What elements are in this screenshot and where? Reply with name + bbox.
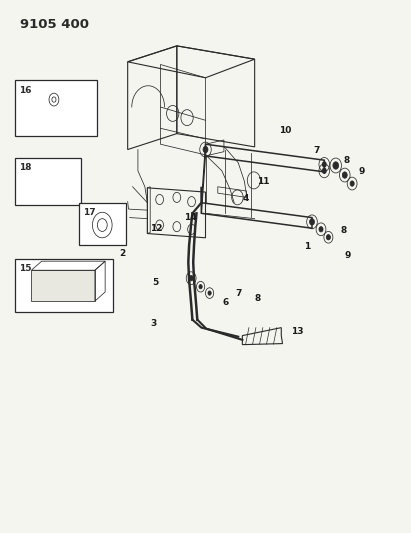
Circle shape: [309, 219, 314, 225]
Text: 6: 6: [222, 298, 228, 307]
Text: 8: 8: [344, 156, 350, 165]
Text: 5: 5: [152, 278, 159, 287]
Circle shape: [189, 276, 193, 281]
Circle shape: [208, 291, 211, 295]
Text: 1: 1: [304, 242, 310, 251]
Text: 9: 9: [359, 167, 365, 176]
Bar: [15, 80, 97, 136]
Bar: [79, 203, 126, 245]
Bar: [31, 270, 95, 301]
Text: 3: 3: [150, 319, 156, 328]
Text: 13: 13: [291, 327, 304, 336]
Bar: [15, 259, 113, 312]
Text: 11: 11: [256, 177, 269, 186]
Circle shape: [322, 167, 327, 174]
Text: 8: 8: [341, 226, 347, 235]
Text: 8: 8: [255, 294, 261, 303]
Circle shape: [333, 162, 339, 169]
Text: 9105 400: 9105 400: [21, 18, 89, 31]
Text: 4: 4: [242, 194, 249, 203]
Text: 10: 10: [279, 126, 291, 135]
Circle shape: [203, 147, 208, 153]
Text: 2: 2: [120, 249, 126, 258]
Bar: [15, 158, 81, 205]
Text: 12: 12: [150, 224, 163, 233]
Text: 14: 14: [184, 213, 196, 222]
Text: 15: 15: [19, 264, 32, 273]
Text: 18: 18: [19, 163, 32, 172]
Circle shape: [342, 172, 347, 178]
Circle shape: [322, 161, 327, 167]
Text: 7: 7: [235, 288, 241, 297]
Circle shape: [350, 181, 354, 186]
Text: 17: 17: [83, 208, 95, 217]
Text: 9: 9: [345, 252, 351, 260]
Circle shape: [326, 235, 330, 240]
Circle shape: [319, 227, 323, 232]
Text: 16: 16: [19, 86, 32, 95]
Circle shape: [199, 285, 202, 289]
Text: 7: 7: [313, 146, 319, 155]
